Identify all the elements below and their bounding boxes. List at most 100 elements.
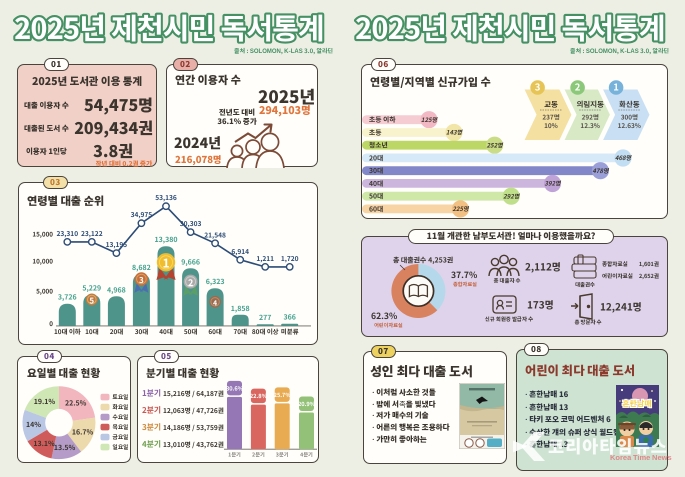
svg-text:9,666: 9,666 — [181, 257, 200, 267]
svg-text:12.63%: 12.63% — [618, 121, 641, 130]
svg-text:총 방문자 수: 총 방문자 수 — [574, 318, 601, 326]
svg-text:173명: 173명 — [527, 297, 554, 312]
svg-text:어린이자료실: 어린이자료실 — [374, 322, 403, 329]
svg-text:1: 1 — [162, 255, 169, 272]
svg-text:금요일: 금요일 — [113, 432, 129, 441]
svg-text:21,548: 21,548 — [204, 229, 226, 239]
svg-text:3분기: 3분기 — [142, 422, 161, 433]
svg-text:1: 1 — [613, 80, 619, 94]
svg-text:30대: 30대 — [135, 327, 149, 336]
svg-text:125명: 125명 — [421, 115, 439, 124]
svg-text:5,229: 5,229 — [82, 284, 101, 294]
svg-text:미분류: 미분류 — [281, 327, 300, 336]
svg-text:3,726: 3,726 — [58, 293, 77, 303]
svg-text:30대: 30대 — [369, 165, 383, 175]
svg-text:5,000: 5,000 — [36, 287, 53, 296]
svg-text:22.5%: 22.5% — [65, 399, 87, 409]
svg-text:4: 4 — [213, 299, 217, 309]
svg-text:1,601권: 1,601권 — [639, 260, 659, 268]
svg-text:366: 366 — [284, 313, 296, 323]
svg-text:23,310: 23,310 — [56, 228, 78, 238]
svg-text:20대: 20대 — [110, 327, 124, 336]
svg-text:4,968: 4,968 — [107, 285, 126, 295]
svg-text:25.7%: 25.7% — [274, 391, 292, 399]
svg-text:20대: 20대 — [369, 152, 383, 162]
svg-text:40대: 40대 — [369, 178, 383, 188]
svg-text:청소년: 청소년 — [369, 140, 389, 150]
svg-text:12.3%: 12.3% — [580, 121, 600, 130]
svg-text:292명: 292명 — [582, 113, 599, 122]
svg-text:2분기: 2분기 — [142, 405, 161, 416]
svg-text:13,195: 13,195 — [106, 239, 128, 249]
svg-text:30,303: 30,303 — [180, 218, 202, 228]
svg-text:3: 3 — [535, 80, 541, 94]
svg-text:1분기: 1분기 — [142, 388, 161, 399]
svg-text:2분기: 2분기 — [252, 451, 265, 459]
svg-text:1분기: 1분기 — [228, 451, 241, 459]
svg-text:53,136: 53,136 — [155, 192, 177, 202]
svg-text:6,323: 6,323 — [206, 277, 225, 287]
svg-text:교동: 교동 — [544, 99, 558, 110]
svg-text:흔한남매: 흔한남매 — [622, 399, 651, 410]
svg-text:37.7%: 37.7% — [451, 269, 477, 281]
svg-text:15,000: 15,000 — [32, 230, 53, 239]
svg-text:22.8%: 22.8% — [250, 392, 268, 400]
svg-text:0: 0 — [49, 319, 53, 328]
svg-text:143명: 143명 — [446, 128, 464, 137]
svg-text:80대 이상: 80대 이상 — [252, 327, 279, 336]
svg-text:3분기: 3분기 — [276, 451, 289, 459]
svg-text:300명: 300명 — [621, 113, 638, 122]
svg-text:225명: 225명 — [452, 204, 470, 213]
svg-text:일요일: 일요일 — [113, 442, 129, 451]
svg-text:2: 2 — [188, 276, 193, 289]
svg-text:2: 2 — [575, 80, 581, 94]
svg-text:292명: 292명 — [503, 191, 521, 200]
svg-text:50대: 50대 — [369, 191, 383, 201]
svg-text:34,975: 34,975 — [131, 209, 153, 219]
svg-text:70대: 70대 — [233, 327, 247, 336]
svg-text:2,652권: 2,652권 — [639, 272, 659, 280]
svg-text:15,216명 / 64,187권: 15,216명 / 64,187권 — [163, 388, 224, 398]
svg-text:40대: 40대 — [159, 327, 173, 336]
svg-text:20.9%: 20.9% — [298, 400, 316, 408]
svg-text:16.7%: 16.7% — [72, 428, 94, 438]
svg-text:2025년 제천시민 독서통계: 2025년 제천시민 독서통계 — [14, 6, 324, 48]
svg-text:의림지동: 의림지동 — [577, 99, 604, 110]
svg-text:목요일: 목요일 — [113, 422, 129, 431]
svg-text:2,112명: 2,112명 — [525, 259, 561, 274]
svg-text:12,063명 / 47,726권: 12,063명 / 47,726권 — [163, 405, 224, 415]
svg-text:50대: 50대 — [184, 327, 198, 336]
svg-text:19.1%: 19.1% — [34, 397, 56, 407]
svg-text:총 대출자 수: 총 대출자 수 — [493, 277, 520, 285]
svg-text:종합자료실: 종합자료실 — [602, 260, 628, 268]
svg-text:62.3%: 62.3% — [371, 310, 397, 322]
svg-text:6,914: 6,914 — [231, 246, 249, 256]
svg-text:13.1%: 13.1% — [33, 439, 55, 449]
svg-text:4분기: 4분기 — [142, 439, 161, 450]
svg-text:60대: 60대 — [369, 203, 383, 213]
svg-text:1,211: 1,211 — [256, 253, 274, 263]
svg-text:4분기: 4분기 — [300, 451, 313, 459]
svg-text:10대: 10대 — [85, 327, 99, 336]
svg-text:신규 회원증 발급자 수: 신규 회원증 발급자 수 — [485, 315, 533, 323]
svg-text:13,380: 13,380 — [155, 235, 178, 245]
svg-text:수요일: 수요일 — [113, 412, 129, 421]
svg-text:277: 277 — [259, 313, 271, 323]
svg-text:10대 이하: 10대 이하 — [54, 327, 81, 336]
svg-text:13.5%: 13.5% — [54, 443, 76, 453]
svg-text:8,682: 8,682 — [132, 263, 151, 273]
svg-text:화요일: 화요일 — [113, 402, 129, 411]
svg-text:화산동: 화산동 — [619, 99, 640, 110]
svg-text:5: 5 — [89, 295, 94, 306]
svg-text:13,010명 / 43,762권: 13,010명 / 43,762권 — [163, 439, 224, 449]
svg-text:총 대출권수 4,253권: 총 대출권수 4,253권 — [393, 256, 454, 266]
svg-text:10%: 10% — [544, 121, 558, 130]
svg-text:12,241명: 12,241명 — [600, 299, 642, 314]
svg-text:468명: 468명 — [615, 153, 633, 162]
svg-text:14,186명 / 53,759권: 14,186명 / 53,759권 — [163, 422, 224, 432]
svg-text:2025년 제천시민 독서통계: 2025년 제천시민 독서통계 — [355, 6, 665, 48]
svg-text:종합자료실: 종합자료실 — [453, 281, 477, 288]
svg-text:대출권수: 대출권수 — [575, 281, 595, 289]
svg-text:10,000: 10,000 — [32, 256, 53, 265]
svg-text:어린이자료실: 어린이자료실 — [602, 272, 633, 280]
